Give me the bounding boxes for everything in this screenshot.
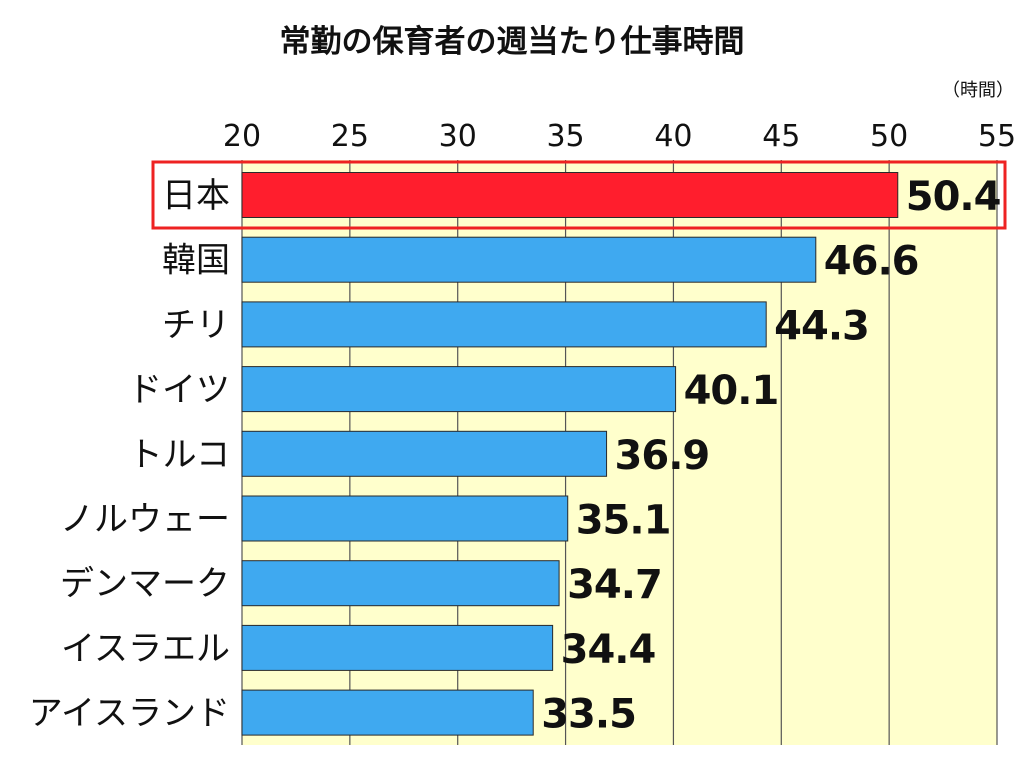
bar: [241, 495, 569, 542]
x-tick-label: 50: [870, 119, 908, 154]
value-label: 36.9: [615, 433, 710, 479]
value-label: 46.6: [824, 239, 919, 285]
bar: [241, 301, 767, 348]
value-label: 50.4: [906, 174, 1001, 220]
category-label: アイスランド: [29, 694, 230, 734]
x-axis-ticks: 20 25 30 35 40 45 50 55: [223, 119, 1016, 154]
category-label: 韓国: [162, 241, 230, 281]
chart-title: 常勤の保育者の週当たり仕事時間: [280, 24, 745, 60]
highlight-box: [151, 160, 1007, 230]
x-tick-label: 55: [978, 119, 1016, 154]
unit-label: （時間）: [942, 80, 1014, 101]
x-tick-label: 25: [331, 119, 369, 154]
bar: [241, 172, 899, 218]
value-labels: 50.4 46.6 44.3 40.1 36.9 35.1 34.7 34.4 33.5: [541, 174, 1001, 738]
x-tick-label: 40: [654, 119, 692, 154]
category-label: デンマーク: [60, 564, 230, 604]
bar: [241, 560, 560, 607]
x-tick-label: 30: [439, 119, 477, 154]
category-label: イスラエル: [61, 629, 230, 669]
value-label: 33.5: [541, 692, 636, 738]
value-label: 40.1: [684, 368, 779, 414]
value-label: 34.7: [567, 562, 662, 608]
x-tick-label: 45: [762, 119, 800, 154]
category-label: ノルウェー: [60, 500, 230, 540]
bar: [241, 236, 817, 283]
category-label: トルコ: [129, 435, 230, 475]
x-tick-label: 20: [223, 119, 261, 154]
bar: [241, 624, 554, 671]
bar: [241, 689, 534, 736]
bar: [241, 366, 677, 413]
x-tick-label: 35: [546, 119, 584, 154]
value-label: 34.4: [561, 627, 656, 673]
value-label: 44.3: [774, 303, 869, 349]
bars: [241, 172, 899, 736]
category-label: 日本: [162, 176, 230, 216]
category-label: チリ: [162, 305, 230, 345]
value-label: 35.1: [576, 498, 671, 544]
category-label: ドイツ: [128, 370, 230, 410]
bar: [241, 430, 608, 477]
